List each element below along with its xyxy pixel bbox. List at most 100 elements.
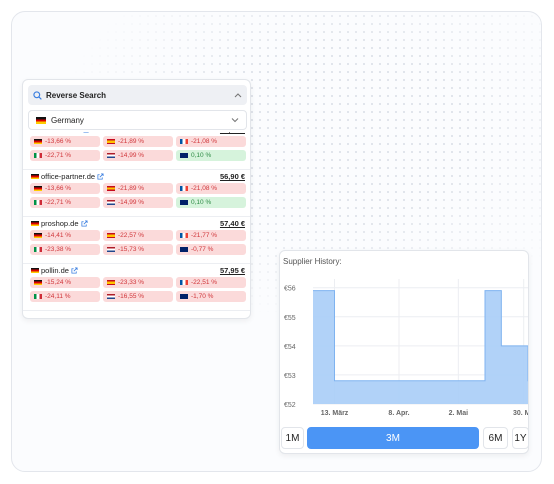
price-diff-value: 0,10 % [191,152,212,159]
price-diff-value: -0,77 % [191,246,214,253]
shop-price: 56,90 € [219,172,245,181]
flag-it-icon [34,153,42,158]
range-button-1m[interactable]: 1M [281,427,304,449]
price-diff-value: -23,33 % [118,279,145,286]
price-diff-chip-uk: 0,10 % [176,150,246,161]
x-tick-label: 8. Apr. [388,410,409,417]
price-diff-value: -14,99 % [118,152,145,159]
result-row: pollin.de 57,95 € -15,24 % -23,33 % -22,51 %… [23,264,250,311]
reverse-search-panel: Reverse Search Germany alternate.de 56,90… [22,79,251,319]
y-tick-label: €54 [284,344,296,351]
price-diff-chip-nl: -14,99 % [103,197,173,208]
external-link-icon[interactable] [83,132,90,133]
shop-name[interactable]: pollin.de [41,266,69,275]
price-diff-value: -15,73 % [118,246,145,253]
price-diff-chip-de: -13,66 % [30,183,100,194]
price-diff-value: -16,55 % [118,293,145,300]
flag-fr-icon [180,280,188,285]
price-diff-chip-it: -22,71 % [30,197,100,208]
flag-es-icon [107,139,115,144]
price-diff-chip-nl: -15,73 % [103,244,173,255]
price-diff-value: -15,24 % [45,279,72,286]
flag-de-icon [31,268,39,273]
flag-de-icon [34,233,42,238]
price-diff-chip-uk: -0,77 % [176,244,246,255]
flag-de-icon [34,280,42,285]
flag-uk-icon [180,247,188,252]
price-diff-value: -21,89 % [118,185,145,192]
price-diff-value: -24,11 % [45,293,71,300]
y-tick-label: €53 [284,373,296,380]
price-diff-chip-de: -13,66 % [30,136,100,147]
flag-nl-icon [107,247,115,252]
price-diff-value: -22,57 % [118,232,145,239]
x-tick-label: 13. März [321,410,349,417]
price-diff-chip-uk: -1,70 % [176,291,246,302]
price-diff-value: 0,10 % [191,199,212,206]
shop-name[interactable]: alternate.de [41,132,81,134]
result-row: proshop.de 57,40 € -14,41 % -22,57 % -21,77 … [23,217,250,264]
flag-es-icon [107,280,115,285]
flag-de-icon [34,186,42,191]
shop-entry: office-partner.de [31,172,104,181]
shop-entry: alternate.de [31,132,90,134]
flag-es-icon [107,186,115,191]
y-tick-label: €52 [284,402,296,409]
flag-uk-icon [180,153,188,158]
range-button-1y[interactable]: 1Y [512,427,528,449]
price-diff-value: -14,41 % [45,232,72,239]
flag-fr-icon [180,186,188,191]
x-tick-label: 2. Mai [449,410,469,417]
flag-uk-icon [180,200,188,205]
price-diff-chip-nl: -14,99 % [103,150,173,161]
result-row: office-partner.de 56,90 € -13,66 % -21,89 %… [23,170,250,217]
shop-name[interactable]: office-partner.de [41,172,96,181]
range-button-6m[interactable]: 6M [483,427,508,449]
flag-it-icon [34,247,42,252]
flag-it-icon [34,200,42,205]
price-diff-chip-de: -14,41 % [30,230,100,241]
external-link-icon[interactable] [71,267,78,274]
price-diff-chip-fr: -21,08 % [176,183,246,194]
price-diff-value: -21,08 % [191,185,218,192]
flag-nl-icon [107,153,115,158]
country-select[interactable]: Germany [28,110,247,130]
external-link-icon[interactable] [97,173,104,180]
price-diff-value: -1,70 % [191,293,214,300]
price-diff-value: -23,38 % [45,246,72,253]
price-diff-chip-es: -21,89 % [103,136,173,147]
price-diff-value: -21,08 % [191,138,218,145]
flag-fr-icon [180,139,188,144]
price-diff-chip-it: -24,11 % [30,291,100,302]
supplier-history-panel: Supplier History: €52 €53 €54 €55 €56 13. Mär… [279,250,529,454]
range-button-3m[interactable]: 3M [307,427,479,449]
shop-entry: proshop.de [31,219,88,228]
reverse-search-title: Reverse Search [46,90,107,100]
shop-name[interactable]: proshop.de [41,219,79,228]
price-diff-chip-nl: -16,55 % [103,291,173,302]
country-name: Germany [51,115,84,125]
external-link-icon[interactable] [81,220,88,227]
price-diff-chip-fr: -21,08 % [176,136,246,147]
shop-price: 57,40 € [219,219,245,228]
search-icon [33,90,42,100]
flag-nl-icon [107,200,115,205]
price-diff-value: -22,71 % [45,199,72,206]
price-diff-chip-es: -22,57 % [103,230,173,241]
shop-price: 56,90 € [220,132,245,134]
chevron-up-icon[interactable] [234,92,242,98]
chevron-down-icon [231,118,239,123]
price-diff-chip-uk: 0,10 % [176,197,246,208]
flag-de-icon [36,116,46,124]
price-diff-chip-de: -15,24 % [30,277,100,288]
price-diff-value: -22,71 % [45,152,72,159]
y-tick-label: €56 [284,286,296,293]
flag-it-icon [34,294,42,299]
flag-fr-icon [180,233,188,238]
price-diff-value: -22,51 % [191,279,218,286]
price-diff-chip-it: -23,38 % [30,244,100,255]
flag-de-icon [31,221,39,226]
price-diff-chip-es: -23,33 % [103,277,173,288]
reverse-search-header[interactable]: Reverse Search [28,85,247,105]
shop-entry: pollin.de [31,266,78,275]
